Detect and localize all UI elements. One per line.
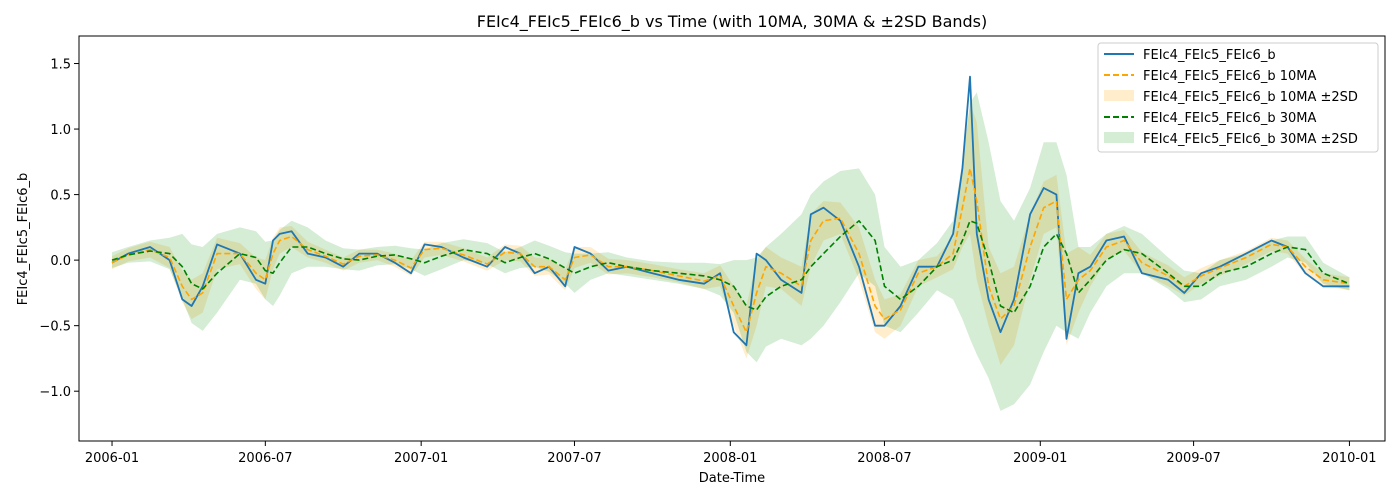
x-axis: 2006-01 2006-07 2007-01 2007-07 2008-01 2008-… [85, 441, 1377, 466]
band-ma30-2sd [112, 92, 1350, 411]
x-tick-label: 2007-07 [547, 451, 601, 466]
bands-layer [112, 92, 1350, 411]
legend-swatch-ma10-band [1104, 90, 1134, 101]
x-tick-label: 2007-01 [394, 451, 448, 466]
y-tick-label: 1.5 [50, 58, 71, 73]
lines-layer [111, 75, 1350, 347]
y-axis-label: FEIc4_FEIc5_FEIc6_b [16, 173, 31, 306]
x-axis-label: Date-Time [699, 471, 765, 486]
x-tick-label: 2008-01 [703, 451, 757, 466]
band-ma10-2sd [112, 102, 1350, 366]
legend-label-ma30: FEIc4_FEIc5_FEIc6_b 30MA [1143, 111, 1316, 126]
legend-swatch-ma30-band [1104, 132, 1134, 143]
x-tick-label: 2009-01 [1013, 451, 1067, 466]
y-tick-label: −1.0 [39, 385, 71, 400]
y-axis: −1.0 −0.5 0.0 0.5 1.0 1.5 [39, 58, 79, 400]
y-tick-label: 0.5 [50, 189, 71, 204]
y-tick-label: 0.0 [50, 254, 71, 269]
series-line-ma10 [111, 167, 1350, 334]
y-tick-label: −0.5 [39, 320, 71, 335]
x-tick-label: 2006-07 [238, 451, 292, 466]
series-line-raw [111, 75, 1350, 347]
legend-label-raw: FEIc4_FEIc5_FEIc6_b [1143, 48, 1276, 63]
x-tick-label: 2009-07 [1166, 451, 1220, 466]
chart-title: FEIc4_FEIc5_FEIc6_b vs Time (with 10MA, … [477, 12, 988, 32]
x-tick-label: 2006-01 [85, 451, 139, 466]
x-tick-label: 2008-07 [857, 451, 911, 466]
legend-label-ma30-band: FEIc4_FEIc5_FEIc6_b 30MA ±2SD [1143, 132, 1358, 147]
x-tick-label: 2010-01 [1322, 451, 1376, 466]
legend: FEIc4_FEIc5_FEIc6_b FEIc4_FEIc5_FEIc6_b … [1097, 42, 1379, 153]
y-tick-label: 1.0 [50, 123, 71, 138]
legend-box [1097, 42, 1379, 153]
plot-area-frame [78, 35, 1386, 442]
legend-label-ma10-band: FEIc4_FEIc5_FEIc6_b 10MA ±2SD [1143, 90, 1358, 105]
legend-label-ma10: FEIc4_FEIc5_FEIc6_b 10MA [1143, 69, 1316, 84]
